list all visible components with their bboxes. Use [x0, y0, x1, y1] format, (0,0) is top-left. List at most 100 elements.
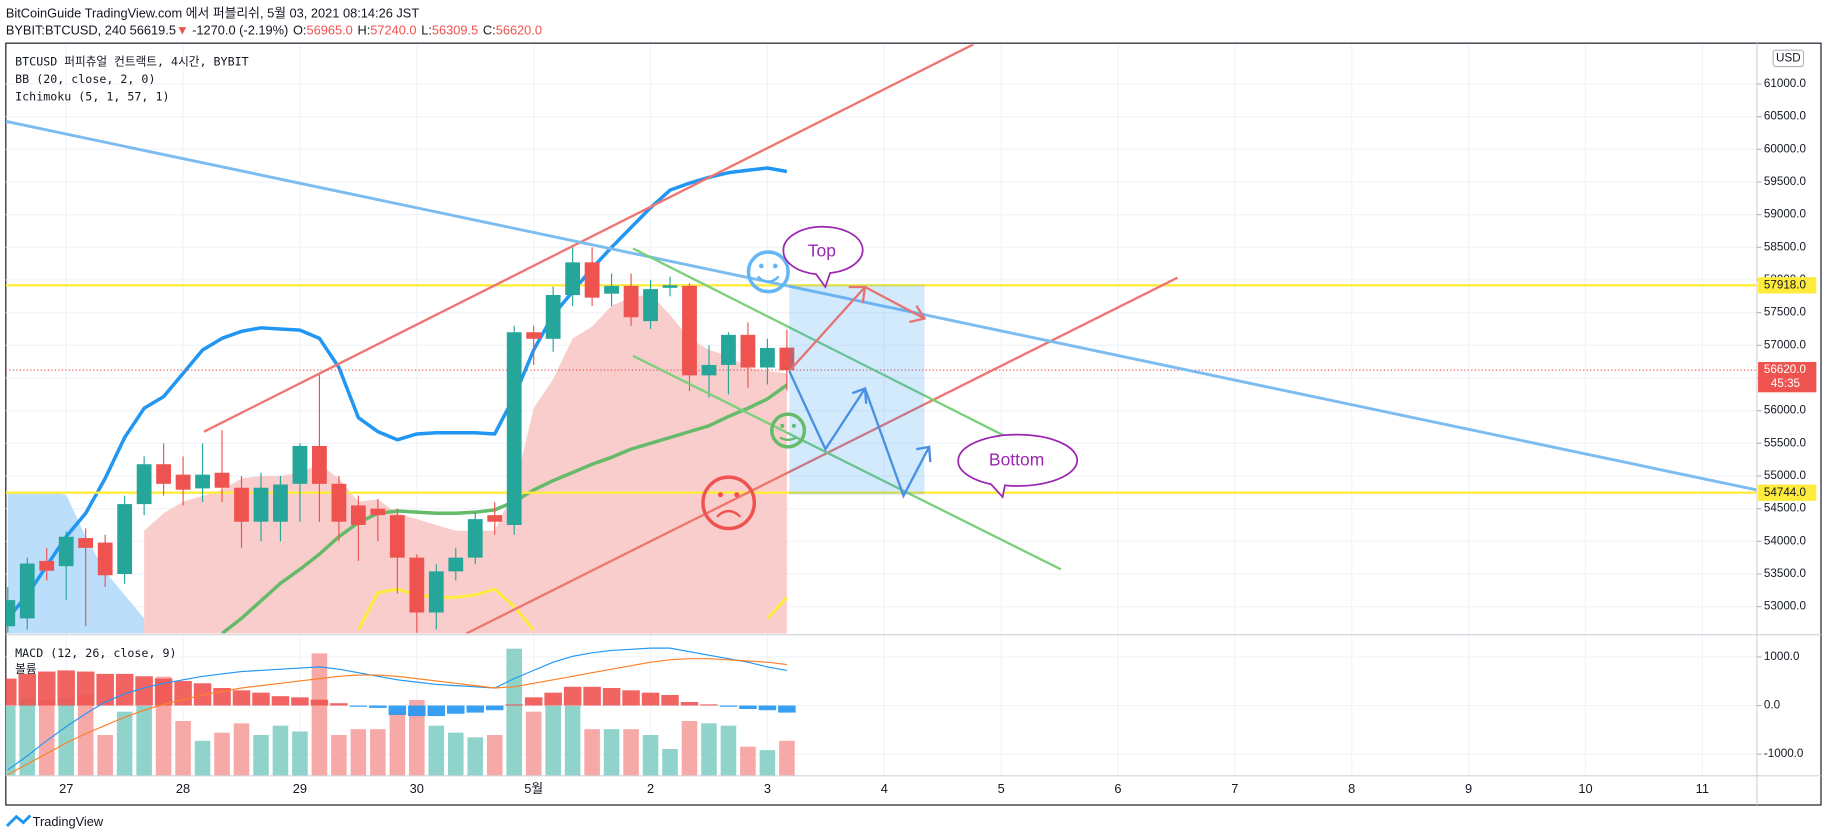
- legend-line: BTCUSD 퍼피츄얼 컨트랙트, 4시간, BYBIT: [15, 54, 248, 68]
- volume-bar: [116, 711, 133, 776]
- candle-body: [58, 536, 74, 567]
- volume-bar: [370, 729, 386, 776]
- callout-bottom: [957, 433, 1079, 499]
- volume-bar: [58, 697, 75, 776]
- volume-bar: [584, 729, 600, 776]
- y-tick-label: 57500.0: [1764, 306, 1807, 319]
- ohlc-label: O:: [293, 23, 307, 38]
- arrow-up: [788, 285, 927, 372]
- histogram-bar: [466, 705, 485, 713]
- histogram-bar: [739, 705, 757, 710]
- x-tick-label: 9: [1465, 781, 1472, 796]
- volume-bar: [447, 732, 464, 776]
- histogram-bar: [583, 686, 601, 706]
- x-tick-label: 5: [998, 781, 1005, 796]
- histogram-bar: [96, 673, 114, 706]
- unit-label: USD: [1776, 51, 1801, 64]
- volume-bar: [759, 750, 776, 776]
- cloud-area: [7, 492, 145, 634]
- volume-bar: [311, 653, 328, 776]
- volume-bar: [331, 735, 347, 776]
- publish-line: BitCoinGuide TradingView.com 에서 퍼블리쉬, 5월…: [6, 5, 419, 20]
- x-tick-label: 28: [176, 781, 190, 796]
- candle-body: [117, 504, 133, 574]
- trend-line: [5, 119, 1757, 492]
- y-tick-label: 59000.0: [1764, 208, 1807, 221]
- histogram-bar: [252, 692, 270, 706]
- x-tick-label: 3: [764, 781, 771, 796]
- x-tick-label: 11: [1696, 781, 1709, 796]
- candle-body: [545, 295, 561, 339]
- volume-bar: [642, 735, 659, 776]
- callout-text: Top: [808, 241, 836, 261]
- price-label: 57918.0: [1764, 278, 1807, 291]
- ohlc-label: L:: [421, 23, 432, 38]
- callout-top: [782, 225, 864, 289]
- histogram-bar: [135, 676, 153, 706]
- candle-body: [19, 563, 35, 619]
- ohlc-label: H:: [357, 23, 370, 38]
- volume-bar: [740, 746, 756, 776]
- volume-bar: [506, 648, 522, 776]
- volume-bar: [623, 729, 639, 776]
- range-box: [789, 284, 925, 495]
- volume-bar: [19, 697, 36, 776]
- smiley-neutral: [770, 412, 807, 449]
- histogram-bar: [602, 687, 621, 706]
- axes: 27 28 29 30 5월 2 3 4 5 6 7 8 9 10 11 53000.0 53500.0 5400…: [59, 77, 1817, 796]
- candle-body: [214, 472, 230, 488]
- volume-bar: [428, 725, 445, 776]
- histogram-bar: [778, 705, 796, 713]
- volume-bar: [175, 721, 191, 776]
- candle-body: [97, 542, 113, 576]
- y-tick-label: 55000.0: [1764, 469, 1807, 482]
- y-tick-label: 57000.0: [1764, 338, 1807, 351]
- y-tick-label: 54000.0: [1764, 534, 1807, 547]
- histogram-bar: [524, 697, 543, 706]
- histogram-bar: [544, 692, 562, 706]
- y-tick-label: 59500.0: [1764, 175, 1807, 188]
- candle-body: [604, 285, 619, 294]
- candle-body: [740, 334, 756, 368]
- volume-bar: [97, 735, 113, 776]
- candle-body: [136, 464, 152, 505]
- x-tick-label: 30: [410, 781, 424, 796]
- volume-bar: [681, 721, 698, 776]
- ohlc-label: C:: [483, 23, 496, 38]
- candle-body: [175, 474, 191, 490]
- histogram-bar: [57, 670, 75, 706]
- indicator-line: [6, 166, 788, 620]
- histogram-bar: [388, 705, 407, 715]
- histogram-bar: [115, 673, 134, 706]
- volume-bar: [77, 694, 94, 776]
- histogram-bar: [641, 692, 660, 706]
- candle-body: [701, 364, 717, 376]
- candle-body: [234, 487, 249, 522]
- candle-body: [350, 505, 366, 525]
- change: -1270.0 (-2.19%): [192, 23, 288, 38]
- histogram-bar: [661, 694, 679, 706]
- legend-line: BB (20, close, 2, 0): [15, 72, 155, 86]
- trend-line: [632, 354, 1062, 571]
- y-tick-label: 54500.0: [1764, 502, 1807, 515]
- price-pane: [5, 166, 1757, 634]
- candle-body: [253, 487, 269, 522]
- histogram-bar: [485, 705, 504, 711]
- candle-body: [584, 262, 600, 298]
- candle-body: [273, 484, 288, 522]
- volume-bar: [194, 740, 211, 776]
- volume-bar: [214, 732, 230, 776]
- chart-frame: [5, 42, 1822, 806]
- candle-body: [487, 515, 503, 522]
- histogram-bar: [330, 703, 348, 706]
- histogram-bar: [680, 702, 699, 706]
- volume-bar: [5, 705, 16, 776]
- smiley-happy: [746, 250, 790, 294]
- histogram-bar: [427, 705, 446, 717]
- candle-body: [409, 557, 425, 613]
- candle-body: [623, 285, 639, 318]
- histogram-bar: [622, 690, 640, 706]
- ohlc-value: 56309.5: [432, 23, 478, 38]
- footer: TradingView: [33, 814, 104, 829]
